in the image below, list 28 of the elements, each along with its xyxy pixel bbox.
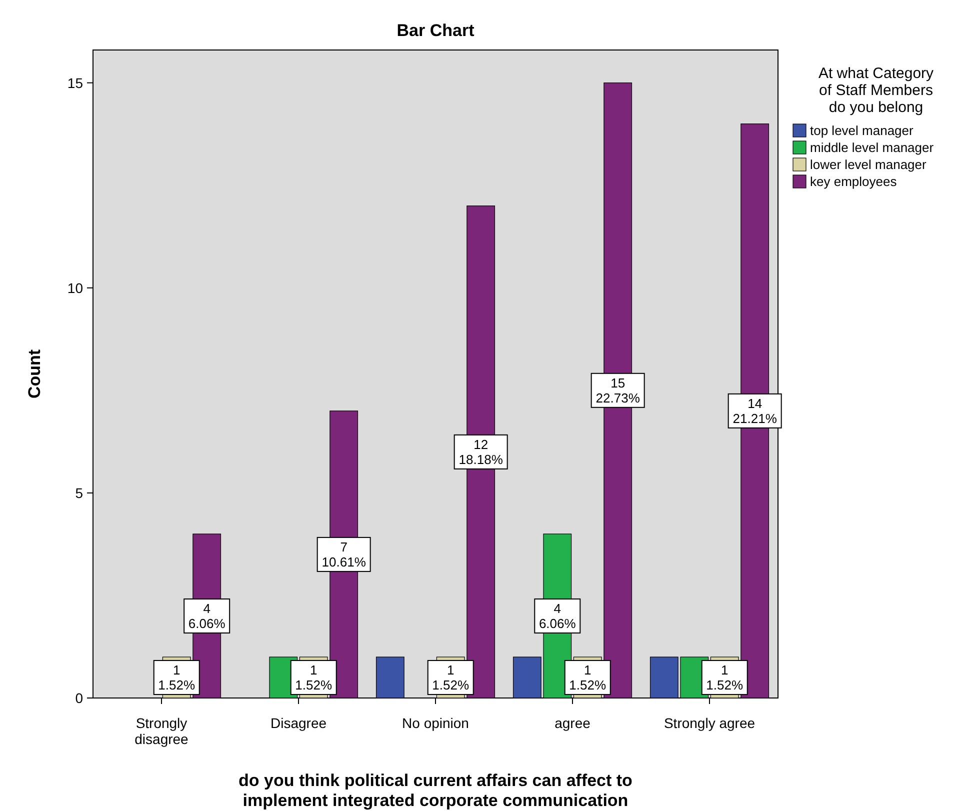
legend-title: At what Category of Staff Members do you belong [818,65,934,116]
data-label: 1 1.52% [569,662,606,692]
chart-title: Bar Chart [396,21,475,40]
y-tick-label: 5 [75,484,84,501]
data-label: 1 1.52% [432,662,470,692]
x-tick-label: No opinion [402,715,469,731]
legend-label: top level manager [810,123,914,138]
data-label: 12 18.18% [458,436,504,467]
x-tick-label: Disagree [270,715,327,731]
x-tick-label: Strongly agree [664,715,756,731]
y-tick-label: 10 [67,280,84,296]
data-label: 7 10.61% [322,539,366,570]
y-tick-label: 15 [67,74,84,91]
x-tick-label: Strongly disagree [134,715,189,747]
data-label: 4 6.06% [538,600,576,631]
legend-label: middle level manager [810,140,934,155]
legend-label: lower level manager [810,157,928,172]
x-tick-label: agree [554,715,591,731]
y-tick-label: 0 [75,690,84,706]
y-axis-title: Count [25,349,44,399]
data-label: 1 1.52% [295,662,332,692]
data-label: 1 1.52% [706,662,744,692]
data-label: 15 22.73% [596,375,640,406]
data-label: 4 6.06% [188,600,226,631]
legend-label: key employees [810,174,898,189]
data-label: 1 1.52% [158,662,196,692]
x-axis-title: do you think political current affairs can affect to implement integrated corporate communication [238,771,632,810]
data-label: 14 21.21% [732,396,778,426]
